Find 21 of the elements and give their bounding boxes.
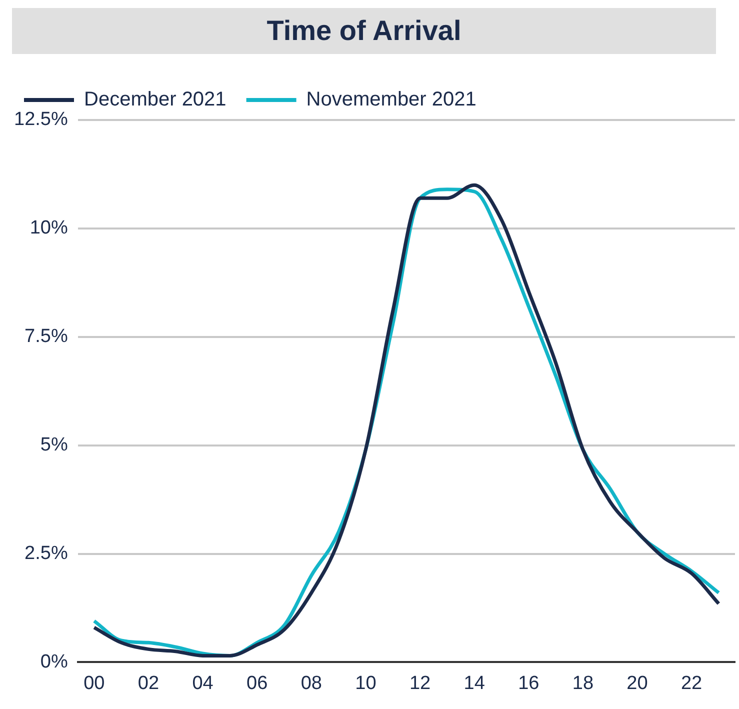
legend-label: Novemember 2021 bbox=[306, 88, 476, 111]
x-tick-label: 20 bbox=[626, 672, 648, 694]
x-tick-label: 00 bbox=[84, 672, 105, 694]
chart-title: Time of Arrival bbox=[12, 8, 716, 54]
x-tick-label: 10 bbox=[355, 672, 376, 694]
legend-label: December 2021 bbox=[84, 88, 226, 111]
x-tick-label: 18 bbox=[572, 672, 594, 694]
x-tick-label: 22 bbox=[680, 672, 702, 694]
y-tick-label: 10% bbox=[30, 218, 68, 239]
y-tick-label: 2.5% bbox=[24, 542, 68, 564]
x-tick-label: 04 bbox=[192, 672, 214, 694]
x-tick-label: 06 bbox=[246, 672, 268, 694]
x-tick-label: 16 bbox=[518, 672, 540, 694]
x-tick-label: 12 bbox=[409, 672, 431, 694]
x-tick-label: 08 bbox=[300, 672, 322, 694]
y-tick-label: 5% bbox=[40, 434, 68, 456]
y-tick-label: 7.5% bbox=[24, 326, 68, 348]
x-tick-label: 02 bbox=[138, 672, 160, 694]
x-tick-label: 14 bbox=[464, 672, 486, 694]
y-tick-label: 12.5% bbox=[14, 109, 68, 130]
y-tick-label: 0% bbox=[40, 651, 68, 672]
